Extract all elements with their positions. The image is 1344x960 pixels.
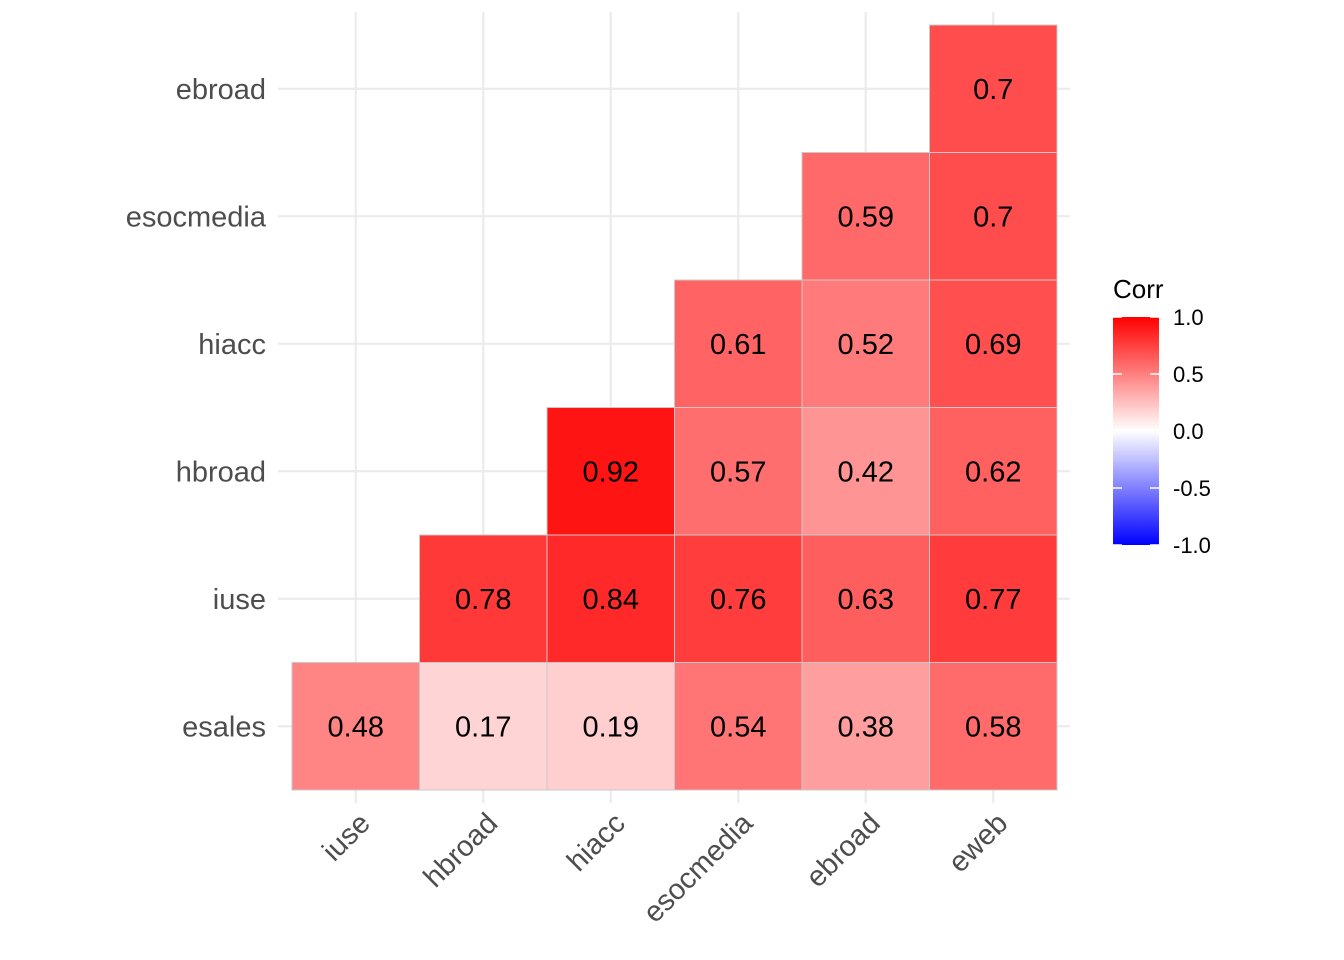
legend-tick-label-0: 1.0 [1173,305,1204,330]
legend-tick-label-3: -0.5 [1173,476,1211,501]
x-axis-ticks: iuse hbroad hiacc esocmedia ebroad eweb [316,807,1014,929]
x-tick-label-hiacc: hiacc [561,807,632,878]
legend-tick-label-4: -1.0 [1173,533,1211,558]
cell-label-esales-hiacc: 0.19 [583,711,639,743]
cell-label-hbroad-ebroad: 0.42 [838,456,894,488]
heatmap-cell-esales-ebroad [801,662,930,791]
legend-tick-label-2: 0.0 [1173,419,1204,444]
cell-label-hiacc-esocmedia: 0.61 [710,329,766,361]
cell-label-esales-hbroad: 0.17 [455,711,511,743]
cell-label-hbroad-esocmedia: 0.57 [710,456,766,488]
cell-label-esales-ebroad: 0.38 [838,711,894,743]
cell-label-iuse-eweb: 0.77 [965,584,1021,616]
heatmap-cell-iuse-ebroad [801,534,930,663]
cell-label-iuse-esocmedia: 0.76 [710,584,766,616]
cell-label-ebroad-eweb: 0.7 [973,74,1013,106]
y-axis-ticks: esales iuse hbroad hiacc esocmedia ebroad [126,74,267,744]
cell-label-iuse-hbroad: 0.78 [455,584,511,616]
legend-ticks: 1.0 0.5 0.0 -0.5 -1.0 [1113,305,1211,558]
x-tick-label-esocmedia: esocmedia [637,807,759,929]
x-tick-label-eweb: eweb [943,807,1015,879]
heatmap-cell-hiacc-esocmedia [674,279,803,408]
cell-label-esales-eweb: 0.58 [965,711,1021,743]
y-tick-label-hbroad: hbroad [176,456,266,488]
heatmap-cell-esocmedia-ebroad [801,152,930,281]
cell-label-hiacc-ebroad: 0.52 [838,329,894,361]
heatmap-cell-hbroad-hiacc [546,407,675,536]
cell-label-esocmedia-eweb: 0.7 [973,201,1013,233]
heatmap-cell-hbroad-esocmedia [674,407,803,536]
cell-label-esales-iuse: 0.48 [328,711,384,743]
x-tick-label-ebroad: ebroad [800,807,886,893]
x-tick-label-hbroad: hbroad [418,807,504,893]
heatmap-cell-iuse-eweb [929,534,1058,663]
cell-label-iuse-ebroad: 0.63 [838,584,894,616]
y-tick-label-esocmedia: esocmedia [126,201,267,233]
heatmap-cell-hbroad-ebroad [801,407,930,536]
heatmap-cell-iuse-hiacc [546,534,675,663]
y-tick-label-hiacc: hiacc [198,329,266,361]
heatmap-cell-esales-eweb [929,662,1058,791]
heatmap-cell-labels: 0.48 0.17 0.19 0.54 0.38 0.58 0.78 0.84 0.76 0.63… [328,74,1022,744]
heatmap-cell-esales-hbroad [419,662,548,791]
cell-label-iuse-hiacc: 0.84 [583,584,639,616]
heatmap-cell-iuse-hbroad [419,534,548,663]
y-tick-label-iuse: iuse [213,584,266,616]
heatmap-cell-esales-iuse [291,662,420,791]
color-legend: Corr 1.0 0.5 0.0 -0.5 -1.0 [1113,274,1211,558]
cell-label-esales-esocmedia: 0.54 [710,711,766,743]
legend-title: Corr [1113,274,1164,304]
x-tick-label-iuse: iuse [316,807,376,867]
cell-label-hiacc-eweb: 0.69 [965,329,1021,361]
heatmap-cell-ebroad-eweb [929,24,1058,153]
heatmap-cell-hbroad-eweb [929,407,1058,536]
y-tick-label-esales: esales [182,711,266,743]
y-tick-label-ebroad: ebroad [176,74,266,106]
cell-label-hbroad-hiacc: 0.92 [583,456,639,488]
heatmap-cell-hiacc-ebroad [801,279,930,408]
heatmap-cell-esocmedia-eweb [929,152,1058,281]
cell-label-esocmedia-ebroad: 0.59 [838,201,894,233]
heatmap-cell-hiacc-eweb [929,279,1058,408]
legend-tick-label-1: 0.5 [1173,362,1204,387]
heatmap-tiles [291,24,1058,791]
cell-label-hbroad-eweb: 0.62 [965,456,1021,488]
